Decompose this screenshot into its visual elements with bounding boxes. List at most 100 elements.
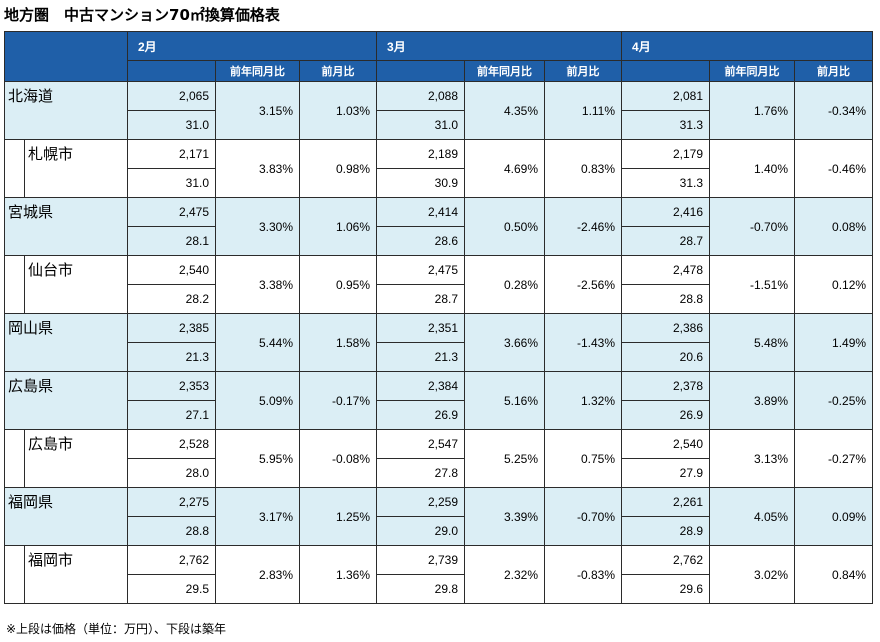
yoy-cell: 5.25% [464, 429, 546, 488]
mom-cell: -1.43% [544, 313, 623, 372]
age-cell: 27.9 [621, 458, 711, 488]
yoy-cell: 3.38% [215, 255, 300, 314]
mom-cell: 1.25% [298, 487, 378, 546]
area-name: 岡山県 [4, 313, 128, 372]
yoy-cell: 3.13% [709, 429, 796, 488]
mom-cell: -0.46% [794, 139, 874, 198]
yoy-cell: 4.05% [709, 487, 796, 546]
price-cell: 2,081 [621, 81, 711, 111]
mom-header: 前月比 [298, 60, 378, 82]
age-cell: 27.8 [376, 458, 466, 488]
price-cell: 2,261 [621, 487, 711, 517]
yoy-cell: 5.95% [215, 429, 300, 488]
price-cell: 2,275 [127, 487, 216, 517]
yoy-cell: 2.32% [464, 545, 546, 604]
age-cell: 28.2 [127, 284, 216, 314]
mom-cell: 0.83% [544, 139, 623, 198]
price-cell: 2,475 [127, 197, 216, 227]
yoy-cell: 4.69% [464, 139, 546, 198]
yoy-cell: 5.16% [464, 371, 546, 430]
indent-spacer [4, 139, 25, 198]
area-name: 仙台市 [24, 255, 128, 314]
yoy-cell: 2.83% [215, 545, 300, 604]
yoy-cell: 5.48% [709, 313, 796, 372]
mom-cell: 1.49% [794, 313, 874, 372]
mom-cell: 1.32% [544, 371, 623, 430]
price-cell: 2,762 [621, 545, 711, 575]
indent-spacer [4, 429, 25, 488]
mom-cell: -0.83% [544, 545, 623, 604]
age-cell: 30.9 [376, 168, 466, 198]
age-cell: 21.3 [127, 342, 216, 372]
mom-cell: 0.09% [794, 487, 874, 546]
age-cell: 28.1 [127, 226, 216, 256]
price-cell: 2,384 [376, 371, 466, 401]
yoy-cell: 1.76% [709, 81, 796, 140]
price-cell: 2,739 [376, 545, 466, 575]
age-cell: 29.5 [127, 574, 216, 604]
mom-cell: 0.12% [794, 255, 874, 314]
price-cell: 2,540 [621, 429, 711, 459]
mom-cell: 1.58% [298, 313, 378, 372]
mom-cell: -2.46% [544, 197, 623, 256]
price-subheader [621, 60, 711, 82]
yoy-cell: -1.51% [709, 255, 796, 314]
yoy-header: 前年同月比 [215, 60, 300, 82]
corner-header [4, 31, 128, 82]
yoy-cell: 3.89% [709, 371, 796, 430]
age-cell: 28.7 [376, 284, 466, 314]
age-cell: 31.3 [621, 110, 711, 140]
area-name: 札幌市 [24, 139, 128, 198]
yoy-cell: 4.35% [464, 81, 546, 140]
mom-header: 前月比 [544, 60, 623, 82]
price-table: 2月 3月 4月 前年同月比 前月比 前年同月比 前月比 前年同月比 前月比 北… [4, 31, 874, 604]
yoy-cell: 3.39% [464, 487, 546, 546]
area-name: 北海道 [4, 81, 128, 140]
yoy-header: 前年同月比 [464, 60, 546, 82]
age-cell: 31.0 [376, 110, 466, 140]
price-cell: 2,378 [621, 371, 711, 401]
price-cell: 2,065 [127, 81, 216, 111]
area-name: 福岡市 [24, 545, 128, 604]
price-cell: 2,385 [127, 313, 216, 343]
mom-cell: -0.08% [298, 429, 378, 488]
yoy-cell: 0.28% [464, 255, 546, 314]
age-cell: 28.6 [376, 226, 466, 256]
age-cell: 28.8 [127, 516, 216, 546]
area-name: 広島県 [4, 371, 128, 430]
month-header: 2月 [126, 31, 378, 61]
indent-spacer [4, 255, 25, 314]
mom-cell: 0.95% [298, 255, 378, 314]
mom-cell: 0.84% [794, 545, 874, 604]
price-cell: 2,547 [376, 429, 466, 459]
price-cell: 2,540 [127, 255, 216, 285]
age-cell: 29.0 [376, 516, 466, 546]
price-cell: 2,179 [621, 139, 711, 169]
mom-cell: 1.11% [544, 81, 623, 140]
yoy-cell: 0.50% [464, 197, 546, 256]
mom-cell: -0.27% [794, 429, 874, 488]
price-subheader [376, 60, 466, 82]
yoy-cell: 3.02% [709, 545, 796, 604]
yoy-header: 前年同月比 [709, 60, 796, 82]
age-cell: 31.0 [127, 110, 216, 140]
yoy-cell: -0.70% [709, 197, 796, 256]
mom-cell: -0.25% [794, 371, 874, 430]
yoy-cell: 1.40% [709, 139, 796, 198]
age-cell: 20.6 [621, 342, 711, 372]
age-cell: 31.3 [621, 168, 711, 198]
page-title: 地方圏 中古マンション70㎡換算価格表 [4, 6, 280, 24]
price-cell: 2,189 [376, 139, 466, 169]
area-name: 広島市 [24, 429, 128, 488]
yoy-cell: 3.30% [215, 197, 300, 256]
mom-header: 前月比 [794, 60, 874, 82]
mom-cell: -0.70% [544, 487, 623, 546]
age-cell: 28.0 [127, 458, 216, 488]
mom-cell: -0.34% [794, 81, 874, 140]
price-cell: 2,478 [621, 255, 711, 285]
price-cell: 2,171 [127, 139, 216, 169]
age-cell: 29.8 [376, 574, 466, 604]
price-cell: 2,414 [376, 197, 466, 227]
price-cell: 2,259 [376, 487, 466, 517]
age-cell: 28.8 [621, 284, 711, 314]
